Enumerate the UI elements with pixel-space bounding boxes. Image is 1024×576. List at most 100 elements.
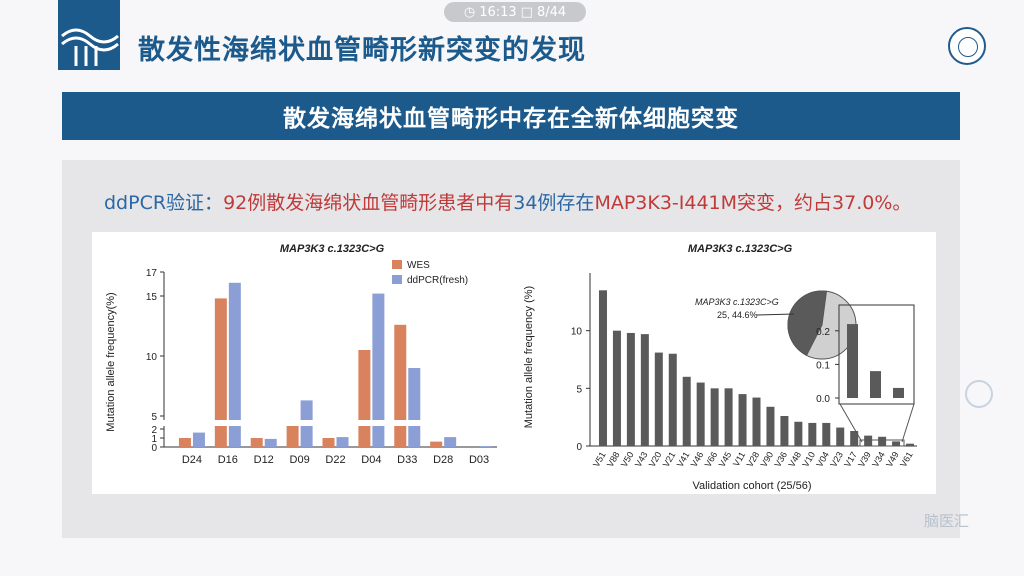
x-tick-label: V20 [647, 450, 664, 469]
cohort-bar [766, 406, 775, 446]
x-tick-label: V88 [605, 450, 622, 469]
inset-bar [870, 371, 881, 398]
inset-connector [839, 403, 863, 443]
x-tick-label: V10 [800, 450, 817, 469]
cohort-bar [878, 436, 887, 446]
x-tick-label: V17 [842, 450, 859, 469]
validation-statement: ddPCR验证：92例散发海绵状血管畸形患者中有34例存在MAP3K3-I441… [104, 188, 911, 215]
x-tick-label: V39 [856, 450, 873, 469]
statement-prefix: ddPCR验证： [104, 192, 224, 214]
cohort-bar [836, 427, 845, 446]
y-tick-label: 10 [146, 352, 158, 363]
x-tick-label: V51 [591, 450, 608, 469]
pie-label: MAP3K3 c.1323C>G [695, 297, 779, 307]
x-tick-label: V11 [731, 450, 747, 468]
y-tick-label: 1 [151, 434, 157, 445]
y-tick-label: 5 [151, 412, 157, 423]
bar-ddpcr [192, 432, 205, 447]
cohort-bar [892, 441, 901, 446]
bar-wes [394, 324, 407, 447]
bar-wes [214, 298, 227, 447]
presentation-timer[interactable]: ◷ 16:13 □ 8/44 [444, 2, 586, 22]
inset-bar [893, 387, 904, 398]
legend-swatch [392, 260, 402, 269]
cohort-bar [640, 334, 649, 446]
x-tick-label: D03 [469, 454, 489, 466]
x-tick-label: V46 [689, 450, 706, 469]
validation-cohort-chart: MAP3K3 c.1323C>G Mutation allele frequenc… [523, 243, 917, 492]
cohort-bar [724, 388, 733, 446]
cohort-bar [654, 352, 663, 446]
cohort-bar [752, 397, 761, 446]
cohort-bar [822, 422, 831, 446]
x-tick-label: V48 [786, 450, 803, 469]
side-nav-button[interactable] [965, 380, 993, 408]
cohort-bar [808, 422, 817, 446]
cohort-bar [710, 388, 719, 446]
inset-source-box [859, 439, 905, 447]
x-tick-label: V61 [898, 450, 915, 469]
page-counter: 8/44 [536, 4, 567, 20]
y-axis-label: Mutation allele frequency (%) [523, 286, 535, 428]
inset-connector [901, 403, 915, 443]
x-tick-label: V34 [870, 450, 887, 469]
x-tick-label: V90 [759, 450, 776, 469]
x-tick-label: V04 [814, 450, 831, 469]
logo-icon [58, 0, 120, 70]
x-axis-label: Validation cohort (25/56) [692, 480, 811, 492]
x-tick-label: D33 [397, 454, 417, 466]
cohort-bar [780, 416, 789, 446]
x-tick-label: V49 [884, 450, 901, 469]
cohort-bar [906, 443, 915, 446]
section-banner: 散发海绵状血管畸形中存在全新体细胞突变 [62, 92, 960, 140]
x-tick-label: V21 [661, 450, 678, 469]
x-tick-label: D04 [361, 454, 381, 466]
y-tick-label: 5 [576, 384, 582, 395]
cohort-bar [598, 290, 607, 446]
cohort-bar [864, 435, 873, 446]
bar-ddpcr [408, 368, 421, 447]
statement-part2: 突变，约占37.0%。 [737, 192, 912, 214]
y-tick-label: 0 [151, 443, 157, 454]
bar-ddpcr [336, 437, 349, 447]
bar-wes [250, 438, 263, 447]
timer-value: 16:13 [479, 4, 517, 20]
cohort-bar [794, 421, 803, 446]
y-tick-label: 10 [571, 327, 583, 338]
inset-y-label: 0.0 [816, 394, 830, 405]
bar-wes [178, 438, 191, 447]
bar-wes [286, 421, 299, 447]
statement-part1: 92例散发海绵状血管畸形患者中有 [223, 192, 514, 214]
bar-ddpcr [228, 282, 241, 447]
cohort-bar [626, 332, 635, 446]
watermark: 脑医汇 [924, 512, 970, 530]
legend-label: ddPCR(fresh) [407, 275, 468, 286]
x-tick-label: V36 [772, 450, 789, 469]
x-tick-label: V28 [745, 450, 762, 469]
x-tick-label: V23 [828, 450, 845, 469]
y-tick-label: 15 [146, 292, 158, 303]
y-tick-label: 17 [146, 268, 158, 279]
pie-slice [787, 290, 828, 356]
y-tick-label: 2 [151, 425, 157, 436]
cohort-bar [668, 353, 677, 446]
x-tick-label: D12 [254, 454, 274, 466]
legend-swatch [392, 275, 402, 284]
x-tick-label: D28 [433, 454, 453, 466]
x-tick-label: D22 [325, 454, 345, 466]
x-tick-label: V43 [633, 450, 650, 469]
inset-bar [847, 324, 858, 398]
bar-ddpcr [372, 293, 385, 447]
chart-title: MAP3K3 c.1323C>G [280, 243, 385, 255]
page-icon: □ [520, 4, 533, 20]
cohort-bar [612, 330, 621, 446]
x-tick-label: V45 [717, 450, 734, 469]
x-tick-label: V41 [675, 450, 692, 469]
cohort-bar [738, 394, 747, 446]
pie-value: 25, 44.6% [717, 310, 758, 320]
y-tick-label: 0 [576, 442, 582, 453]
legend-label: WES [407, 260, 430, 271]
bar-wes [322, 438, 335, 447]
cohort-bar [850, 431, 859, 446]
